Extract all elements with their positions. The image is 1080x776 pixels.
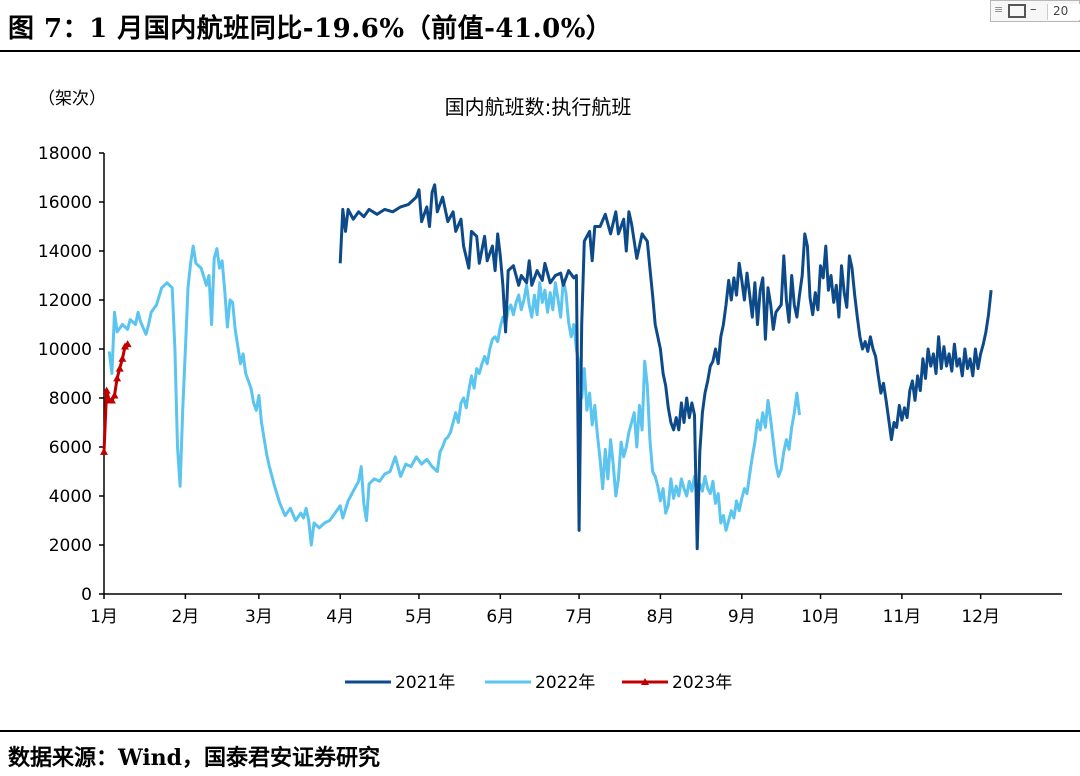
series-line-2021 xyxy=(338,183,993,551)
series-line-2023 xyxy=(102,343,129,452)
data-point-marker xyxy=(100,447,108,455)
x-tick-label: 11月 xyxy=(883,607,922,627)
data-point-marker xyxy=(118,354,127,362)
y-axis-unit-label: （架次） xyxy=(38,89,106,109)
data-point-marker xyxy=(115,364,124,372)
legend-label: 2021年 xyxy=(395,673,455,693)
title-divider xyxy=(0,50,1080,52)
axes: 0 2000 4000 6000 8000 10000 12000 14000 16000 180… xyxy=(38,144,1062,627)
fit-frame-icon[interactable] xyxy=(1008,4,1026,18)
y-tick-label: 4000 xyxy=(49,487,92,507)
drag-handle-icon[interactable]: ≡ xyxy=(994,3,1004,16)
y-tick-label: 0 xyxy=(81,585,92,605)
zoom-value[interactable]: 20 xyxy=(1047,4,1080,20)
data-point-marker xyxy=(113,374,122,382)
data-point-marker xyxy=(102,386,111,394)
x-tick-label: 6月 xyxy=(486,607,514,627)
legend: 2021年 2022年 2023年 xyxy=(345,673,732,693)
data-point-marker xyxy=(123,340,132,348)
minus-icon[interactable]: – xyxy=(1030,2,1037,17)
x-tick-label: 1月 xyxy=(90,607,118,627)
y-tick-label: 8000 xyxy=(49,389,92,409)
y-tick-label: 6000 xyxy=(49,438,92,458)
x-tick-label: 10月 xyxy=(801,607,840,627)
chart-title: 国内航班数:执行航班 xyxy=(445,95,632,119)
x-tick-label: 2月 xyxy=(171,607,199,627)
x-tick-label: 12月 xyxy=(961,607,1000,627)
x-tick-label: 8月 xyxy=(647,607,675,627)
y-tick-label: 14000 xyxy=(38,242,92,262)
legend-marker xyxy=(641,678,649,685)
legend-label: 2023年 xyxy=(672,673,732,693)
x-tick-label: 3月 xyxy=(245,607,273,627)
x-tick-label: 4月 xyxy=(326,607,354,627)
y-tick-label: 16000 xyxy=(38,193,92,213)
y-tick-label: 10000 xyxy=(38,340,92,360)
source-divider xyxy=(0,730,1080,732)
figure-title: 图 7：1 月国内航班同比-19.6%（前值-41.0%） xyxy=(8,14,613,44)
data-point-marker xyxy=(110,391,119,399)
x-tick-label: 7月 xyxy=(565,607,593,627)
y-tick-label: 12000 xyxy=(38,291,92,311)
source-note: 数据来源：Wind，国泰君安证券研究 xyxy=(8,745,381,771)
data-point-marker xyxy=(107,396,116,404)
y-tick-label: 18000 xyxy=(38,144,92,164)
legend-label: 2022年 xyxy=(535,673,595,693)
x-tick-label: 5月 xyxy=(405,607,433,627)
x-tick-label: 9月 xyxy=(728,607,756,627)
y-tick-label: 2000 xyxy=(49,536,92,556)
series-layer xyxy=(100,183,993,551)
